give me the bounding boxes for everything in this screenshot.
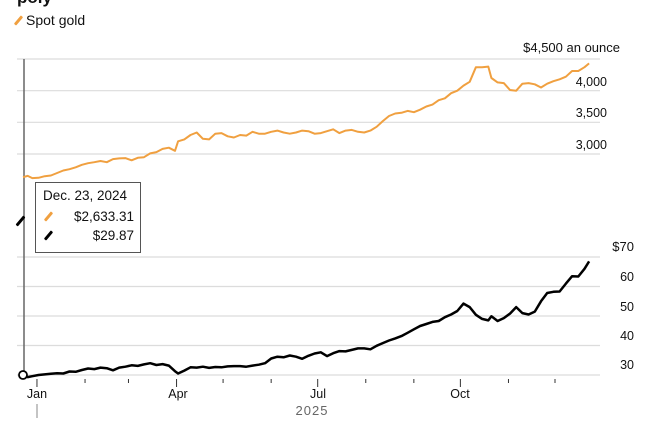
silver-gridlines (17, 256, 600, 376)
tooltip-gold-value: $2,633.31 (73, 209, 134, 224)
x-axis-ticks (36, 379, 556, 387)
x-year-label: 2025 (296, 403, 329, 418)
gold-gridlines (17, 58, 600, 155)
legend-label: Spot gold (26, 12, 86, 28)
gold-series-line (22, 62, 590, 180)
hover-tooltip: Dec. 23, 2024 $2,633.31 $29.87 (35, 182, 141, 253)
x-tick-label-jan: Jan (27, 387, 47, 401)
silver-y-tick-label: 30 (620, 358, 634, 372)
tooltip-row-gold: $2,633.31 (43, 209, 134, 224)
silver-y-tick-label: 50 (620, 300, 634, 314)
silver-y-tick-label: 40 (620, 329, 634, 343)
hover-point-marker (18, 370, 28, 380)
silver-y-tick-label: 60 (620, 270, 634, 284)
gold-y-tick-label: 3,500 (576, 106, 607, 120)
x-tick-label-oct: Oct (450, 387, 470, 401)
gold-y-top-label: $4,500 an ounce (523, 40, 620, 55)
silver-y-top-label: $70 (612, 239, 634, 254)
chart-title-fragment: poly (17, 0, 52, 8)
tooltip-silver-value: $29.87 (92, 228, 134, 243)
gold-y-tick-label: 3,000 (576, 138, 607, 152)
silver-series-line (22, 260, 591, 379)
legend-item-gold: Spot gold (13, 12, 86, 28)
tooltip-date: Dec. 23, 2024 (43, 188, 128, 203)
gold-y-tick-label: 4,000 (576, 75, 607, 89)
tooltip-row-silver: $29.87 (43, 228, 134, 243)
silver-swatch-icon (43, 230, 54, 241)
x-tick-label-jul: Jul (310, 387, 326, 401)
x-tick-label-apr: Apr (168, 387, 187, 401)
gold-swatch-icon (43, 211, 54, 222)
